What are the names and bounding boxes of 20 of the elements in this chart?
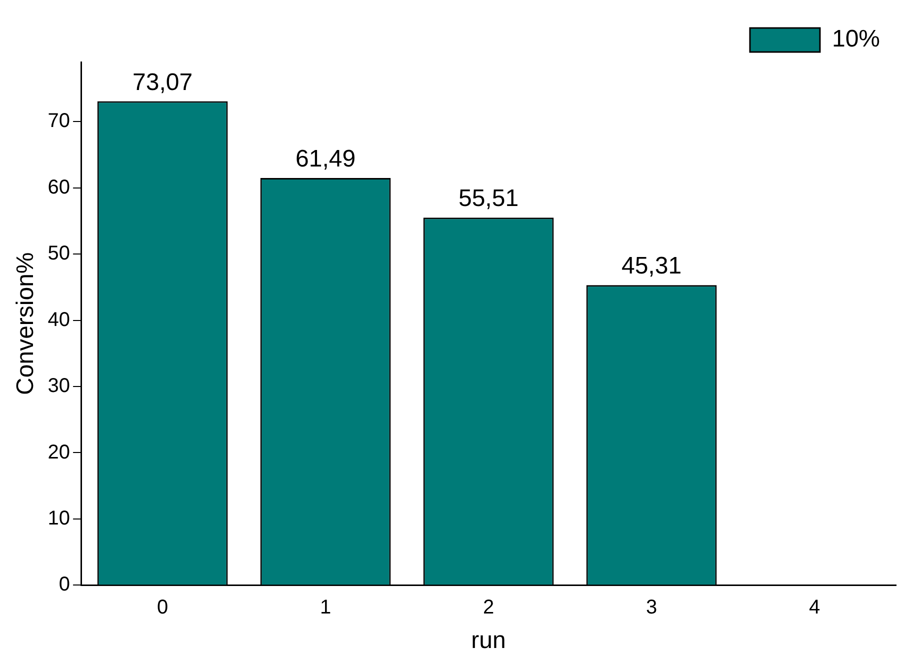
y-tick-label: 40: [48, 308, 70, 331]
x-tick-label: 3: [646, 596, 658, 619]
y-tick-label: 0: [58, 574, 70, 596]
x-axis-title: run: [471, 627, 506, 654]
legend-label: 10%: [832, 26, 880, 53]
y-tick-label: 30: [48, 375, 70, 398]
y-tick-label: 70: [48, 110, 70, 132]
data-label: 45,31: [621, 252, 682, 280]
y-tick-label: 50: [48, 242, 70, 265]
x-tick-label: 0: [156, 596, 168, 619]
x-tick-label: 4: [808, 596, 820, 619]
x-tick-label: 1: [320, 596, 332, 619]
y-tick-label: 60: [48, 176, 70, 198]
x-tick-label: 2: [482, 596, 494, 619]
y-axis-title: Conversion%: [12, 252, 40, 395]
data-label: 55,51: [458, 185, 519, 212]
y-tick-label: 20: [48, 441, 70, 464]
data-label: 73,07: [132, 68, 193, 96]
data-label: 61,49: [296, 146, 356, 173]
y-tick-label: 10: [48, 507, 70, 530]
